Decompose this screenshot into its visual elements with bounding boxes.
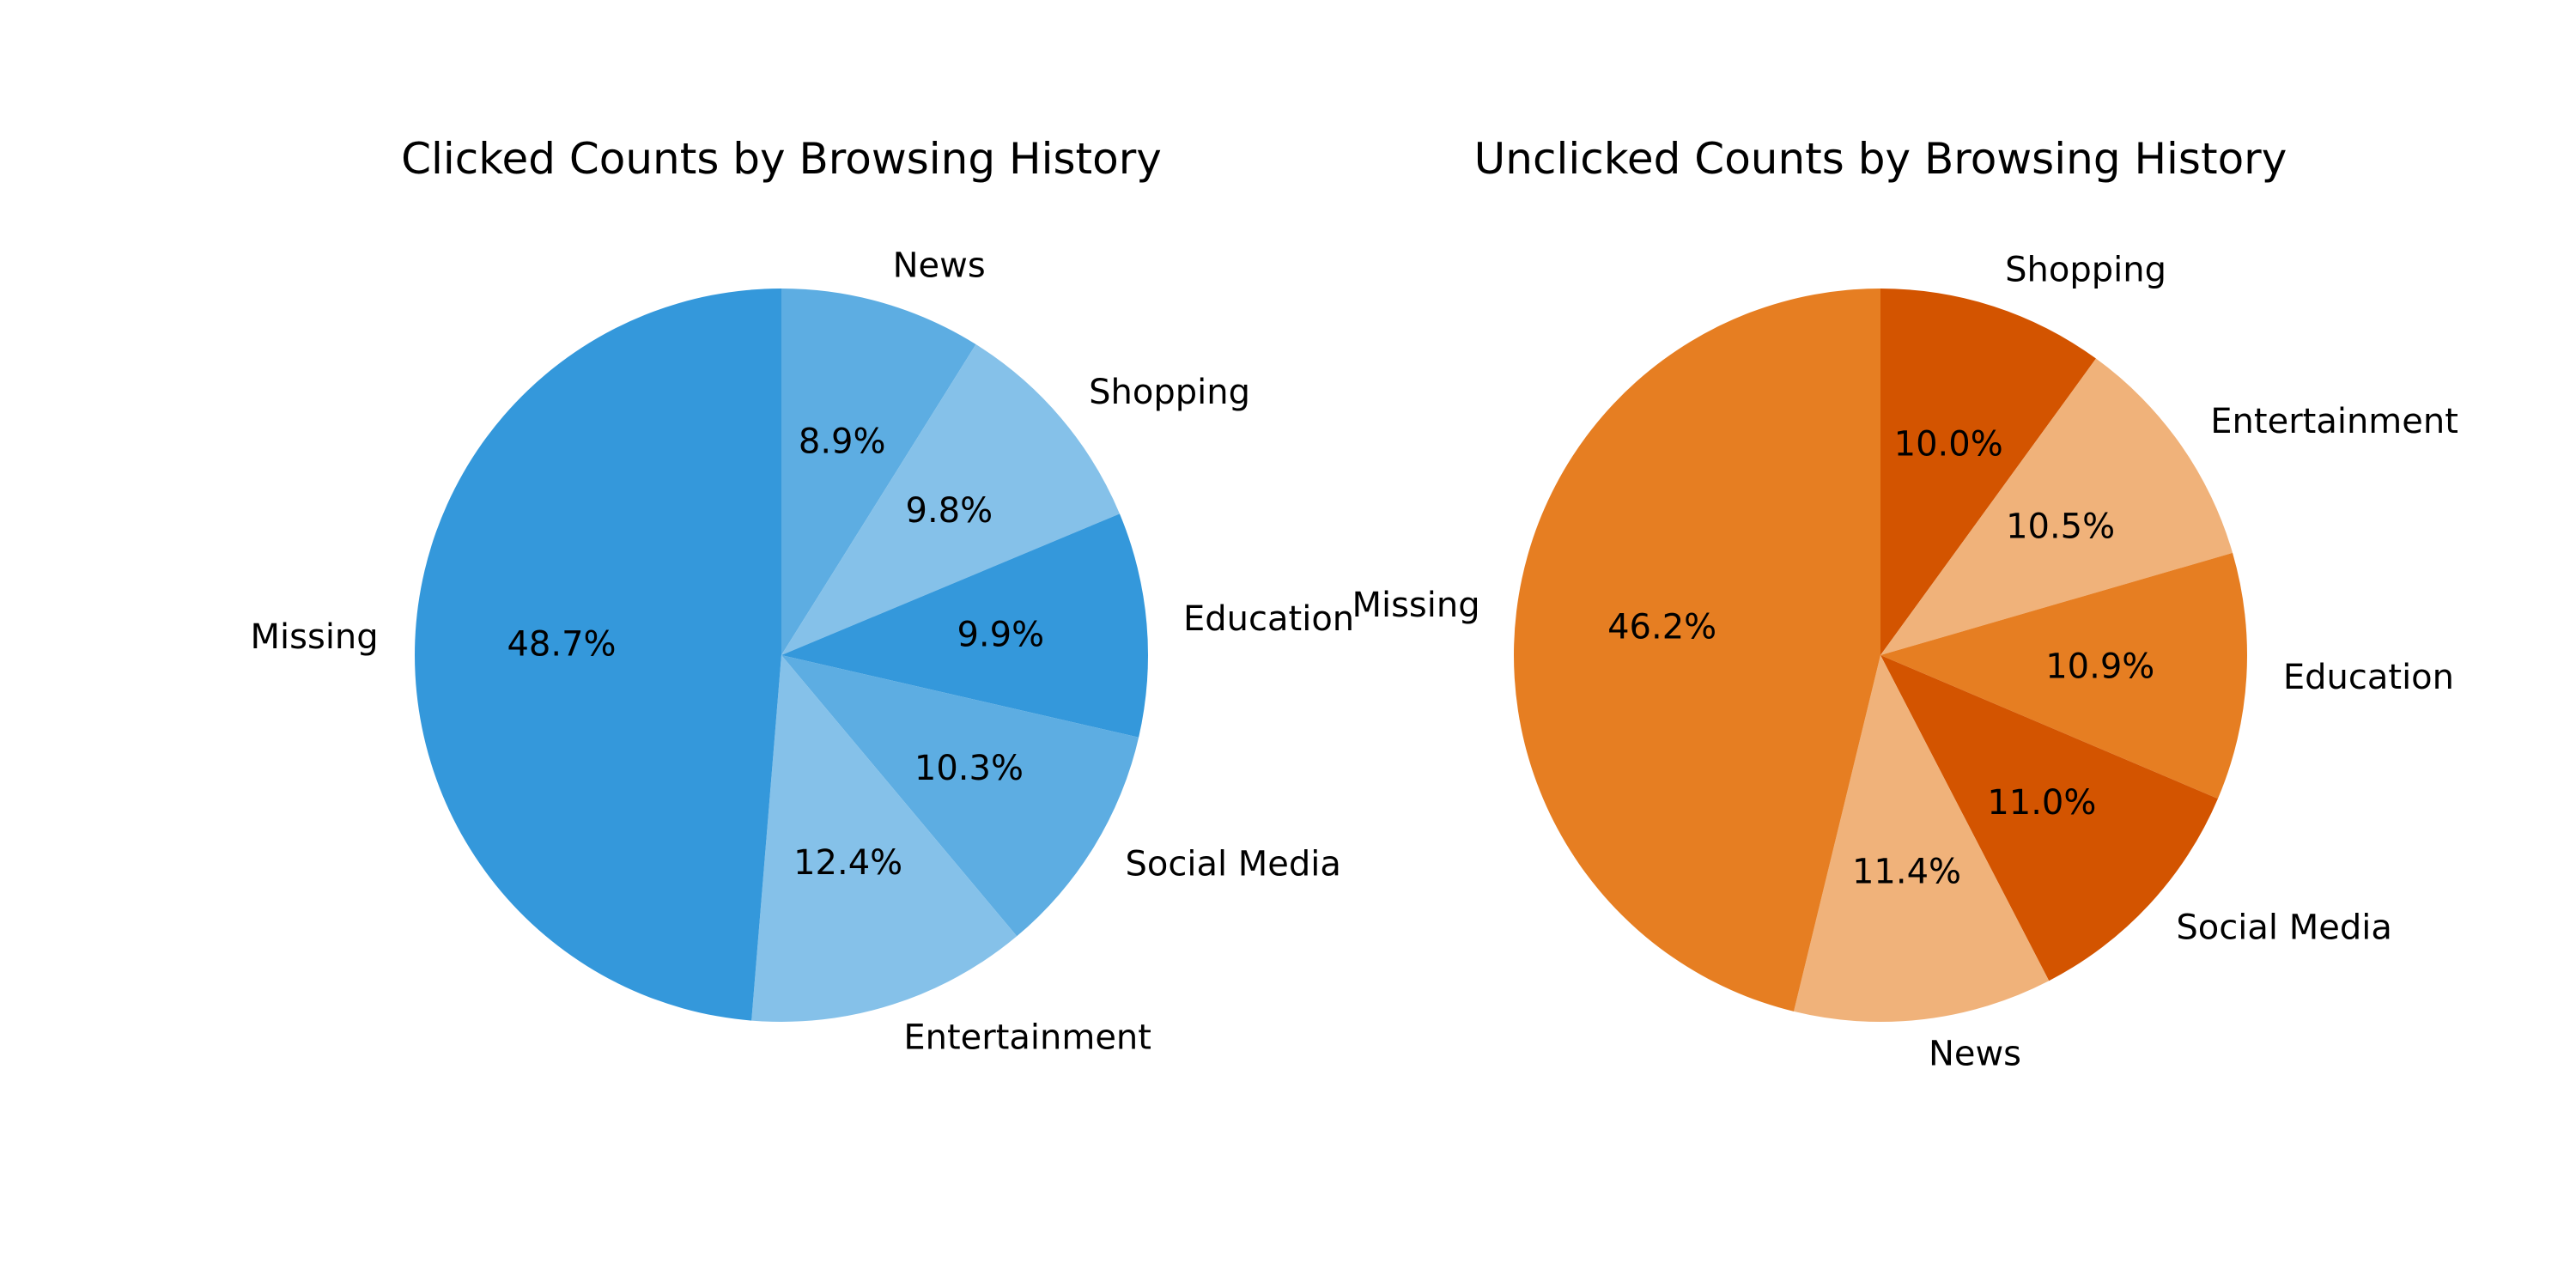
- pie-labels: Shopping 10.0% Entertainment 10.5% Education…: [1352, 250, 2458, 1073]
- slice-percent-missing: 48.7%: [507, 625, 616, 665]
- slice-percent-social-media: 11.0%: [1987, 783, 2096, 823]
- pie-slices: [1514, 289, 2247, 1022]
- chart-title: Clicked Counts by Browsing History: [401, 134, 1162, 184]
- slice-label-entertainment: Entertainment: [903, 1018, 1151, 1058]
- slice-label-missing: Missing: [251, 617, 379, 657]
- slice-label-news: News: [1929, 1034, 2021, 1073]
- slice-label-shopping: Shopping: [2005, 250, 2166, 289]
- slice-percent-news: 11.4%: [1852, 852, 1961, 891]
- slice-percent-entertainment: 12.4%: [793, 843, 902, 883]
- pie-slice-missing: [415, 289, 781, 1021]
- pie-labels: News 8.9% Shopping 9.8% Education 9.9% Social …: [251, 246, 1355, 1058]
- unclicked-pie-chart: Unclicked Counts by Browsing History Sho…: [1352, 134, 2458, 1073]
- slice-label-shopping: Shopping: [1089, 373, 1250, 412]
- slice-percent-education: 10.9%: [2045, 647, 2154, 686]
- pie-slice-education: [1880, 552, 2247, 799]
- slice-label-news: News: [893, 246, 986, 286]
- slice-label-social-media: Social Media: [1125, 844, 1340, 884]
- slice-label-entertainment: Entertainment: [2210, 402, 2458, 441]
- slice-label-social-media: Social Media: [2176, 908, 2391, 947]
- slice-percent-news: 8.9%: [799, 422, 886, 462]
- slice-label-missing: Missing: [1352, 586, 1479, 625]
- clicked-pie-chart: Clicked Counts by Browsing History News 8…: [251, 134, 1355, 1058]
- pie-slice-social-media: [781, 655, 1139, 937]
- slice-percent-missing: 46.2%: [1607, 607, 1716, 647]
- slice-percent-education: 9.9%: [957, 615, 1044, 654]
- pie-slices: [415, 289, 1148, 1022]
- pie-slice-news: [1794, 655, 2050, 1022]
- slice-label-education: Education: [1183, 599, 1354, 639]
- slice-percent-shopping: 9.8%: [906, 491, 993, 531]
- pie-slice-news: [781, 289, 976, 655]
- pie-slice-social-media: [1880, 655, 2218, 981]
- slice-percent-shopping: 10.0%: [1894, 424, 2003, 464]
- slice-percent-entertainment: 10.5%: [2006, 507, 2115, 547]
- pie-slice-entertainment: [1880, 358, 2233, 655]
- slice-label-education: Education: [2283, 658, 2454, 697]
- pie-slice-entertainment: [751, 655, 1018, 1022]
- chart-title: Unclicked Counts by Browsing History: [1474, 134, 2287, 184]
- pie-slice-shopping: [781, 344, 1120, 655]
- pie-slice-shopping: [1880, 289, 2096, 655]
- pie-slice-education: [781, 513, 1148, 738]
- pie-slice-missing: [1514, 289, 1880, 1012]
- slice-percent-social-media: 10.3%: [914, 749, 1024, 788]
